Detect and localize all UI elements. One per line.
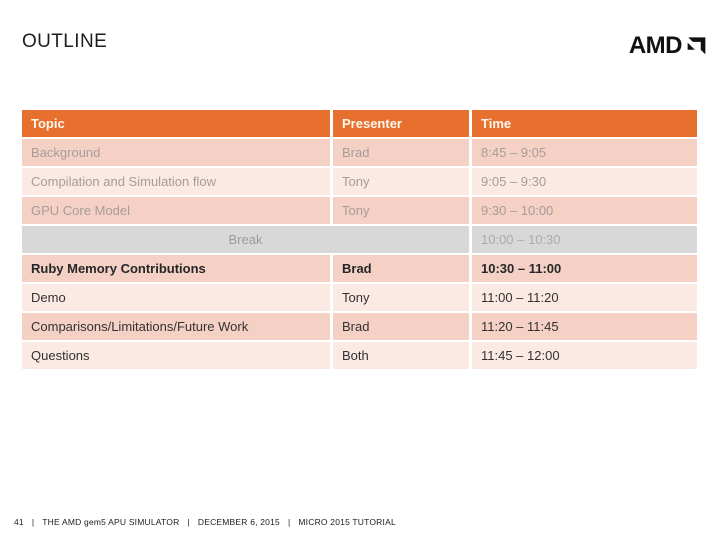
column-header-topic: Topic — [22, 110, 330, 137]
topic-cell: GPU Core Model — [22, 197, 330, 224]
presenter-cell: Brad — [333, 255, 469, 282]
table-row: Break 10:00 – 10:30 — [22, 226, 697, 253]
footer-separator: | — [187, 517, 190, 527]
topic-cell: Questions — [22, 342, 330, 369]
table-row: Demo Tony 11:00 – 11:20 — [22, 284, 697, 311]
time-cell: 10:00 – 10:30 — [472, 226, 697, 253]
amd-logo-text: AMD — [628, 32, 683, 59]
presenter-cell: Brad — [333, 139, 469, 166]
table-row: Background Brad 8:45 – 9:05 — [22, 139, 697, 166]
presenter-cell: Tony — [333, 284, 469, 311]
time-cell: 9:05 – 9:30 — [472, 168, 697, 195]
time-cell: 8:45 – 9:05 — [472, 139, 697, 166]
amd-logo: AMD — [629, 34, 706, 58]
topic-cell: Ruby Memory Contributions — [22, 255, 330, 282]
footer-event: MICRO 2015 TUTORIAL — [298, 517, 396, 527]
presenter-cell: Both — [333, 342, 469, 369]
presenter-cell: Brad — [333, 313, 469, 340]
column-header-time: Time — [472, 110, 697, 137]
table-row: Comparisons/Limitations/Future Work Brad 1… — [22, 313, 697, 340]
break-cell: Break — [22, 226, 469, 253]
table-row: GPU Core Model Tony 9:30 – 10:00 — [22, 197, 697, 224]
column-header-presenter: Presenter — [333, 110, 469, 137]
agenda-table: Topic Presenter Time Background Brad 8:45 … — [22, 110, 697, 371]
topic-cell: Comparisons/Limitations/Future Work — [22, 313, 330, 340]
table-row: Ruby Memory Contributions Brad 10:30 – 11:… — [22, 255, 697, 282]
footer-date: DECEMBER 6, 2015 — [197, 517, 280, 527]
page-number: 41 — [14, 517, 24, 527]
table-row: Compilation and Simulation flow Tony 9:05 … — [22, 168, 697, 195]
time-cell: 10:30 – 11:00 — [472, 255, 697, 282]
table-row: Questions Both 11:45 – 12:00 — [22, 342, 697, 369]
footer-separator: | — [31, 517, 35, 527]
presenter-cell: Tony — [333, 197, 469, 224]
topic-cell: Compilation and Simulation flow — [22, 168, 330, 195]
topic-cell: Background — [22, 139, 330, 166]
footer-presentation-title: THE AMD gem5 APU SIMULATOR — [42, 517, 180, 527]
time-cell: 11:45 – 12:00 — [472, 342, 697, 369]
agenda-rows: Background Brad 8:45 – 9:05 Compilation and… — [22, 139, 697, 369]
slide-footer: 41 | THE AMD gem5 APU SIMULATOR | DECEMB… — [14, 517, 396, 527]
time-cell: 11:00 – 11:20 — [472, 284, 697, 311]
amd-arrow-icon — [687, 36, 706, 54]
presenter-cell: Tony — [333, 168, 469, 195]
time-cell: 9:30 – 10:00 — [472, 197, 697, 224]
time-cell: 11:20 – 11:45 — [472, 313, 697, 340]
table-header-row: Topic Presenter Time — [22, 110, 697, 137]
page-title: OUTLINE — [22, 31, 108, 52]
footer-separator: | — [287, 517, 291, 527]
topic-cell: Demo — [22, 284, 330, 311]
